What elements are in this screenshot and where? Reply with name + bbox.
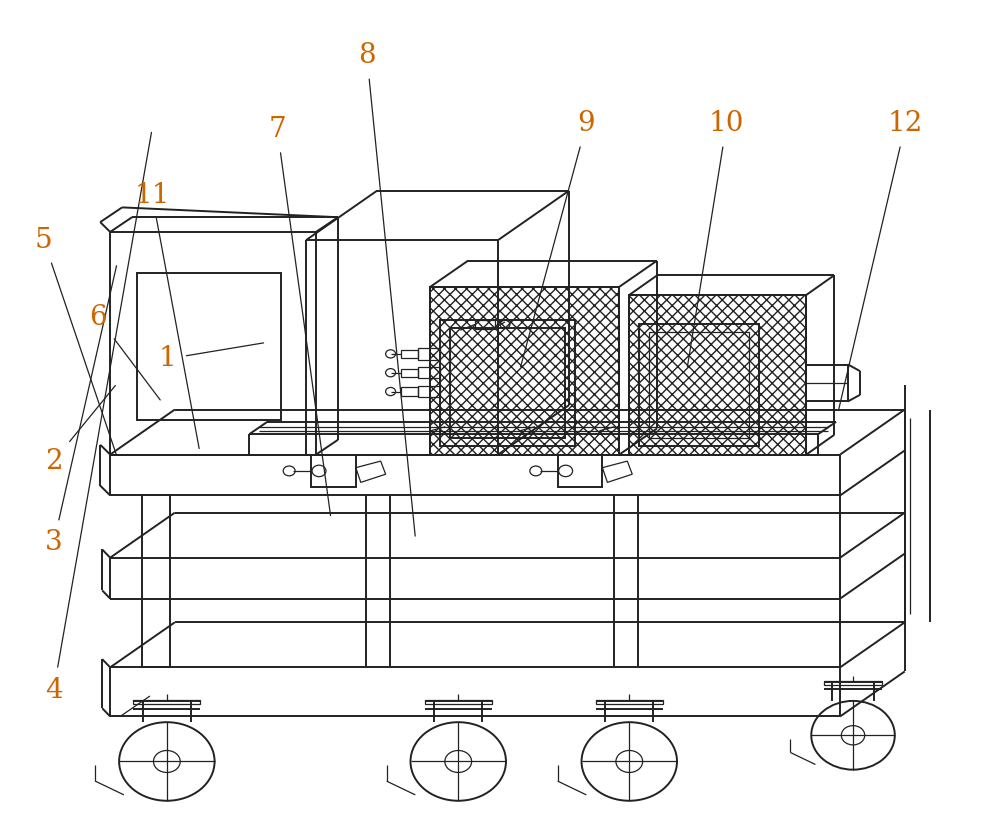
Bar [418,349,440,359]
Bar [418,386,440,397]
Bar [629,295,806,455]
Bar [430,287,619,455]
Bar [558,455,602,487]
Bar [418,367,440,378]
Bar [596,700,663,704]
Text: 11: 11 [134,181,199,448]
Text: 9: 9 [521,110,595,367]
Bar [629,295,806,455]
Text: 6: 6 [90,304,160,400]
Text: 3: 3 [45,266,117,556]
Text: 12: 12 [839,110,923,410]
Text: 10: 10 [687,110,744,367]
Bar [401,368,418,377]
Bar [133,700,200,704]
Bar [401,350,418,358]
Text: 7: 7 [268,116,331,516]
Text: 8: 8 [358,43,415,536]
Bar [824,681,882,685]
Bar [806,364,848,401]
Bar [401,387,418,396]
Bar [311,455,356,487]
Bar [450,328,565,438]
Bar [430,287,619,455]
Bar [475,321,495,329]
Bar [649,332,749,438]
Text: 1: 1 [159,343,264,372]
Bar [137,273,281,420]
Bar [639,324,759,447]
Text: 2: 2 [45,386,115,475]
Text: 4: 4 [45,133,151,704]
Text: 5: 5 [35,227,116,454]
Bar [440,320,575,447]
Bar [425,700,492,704]
